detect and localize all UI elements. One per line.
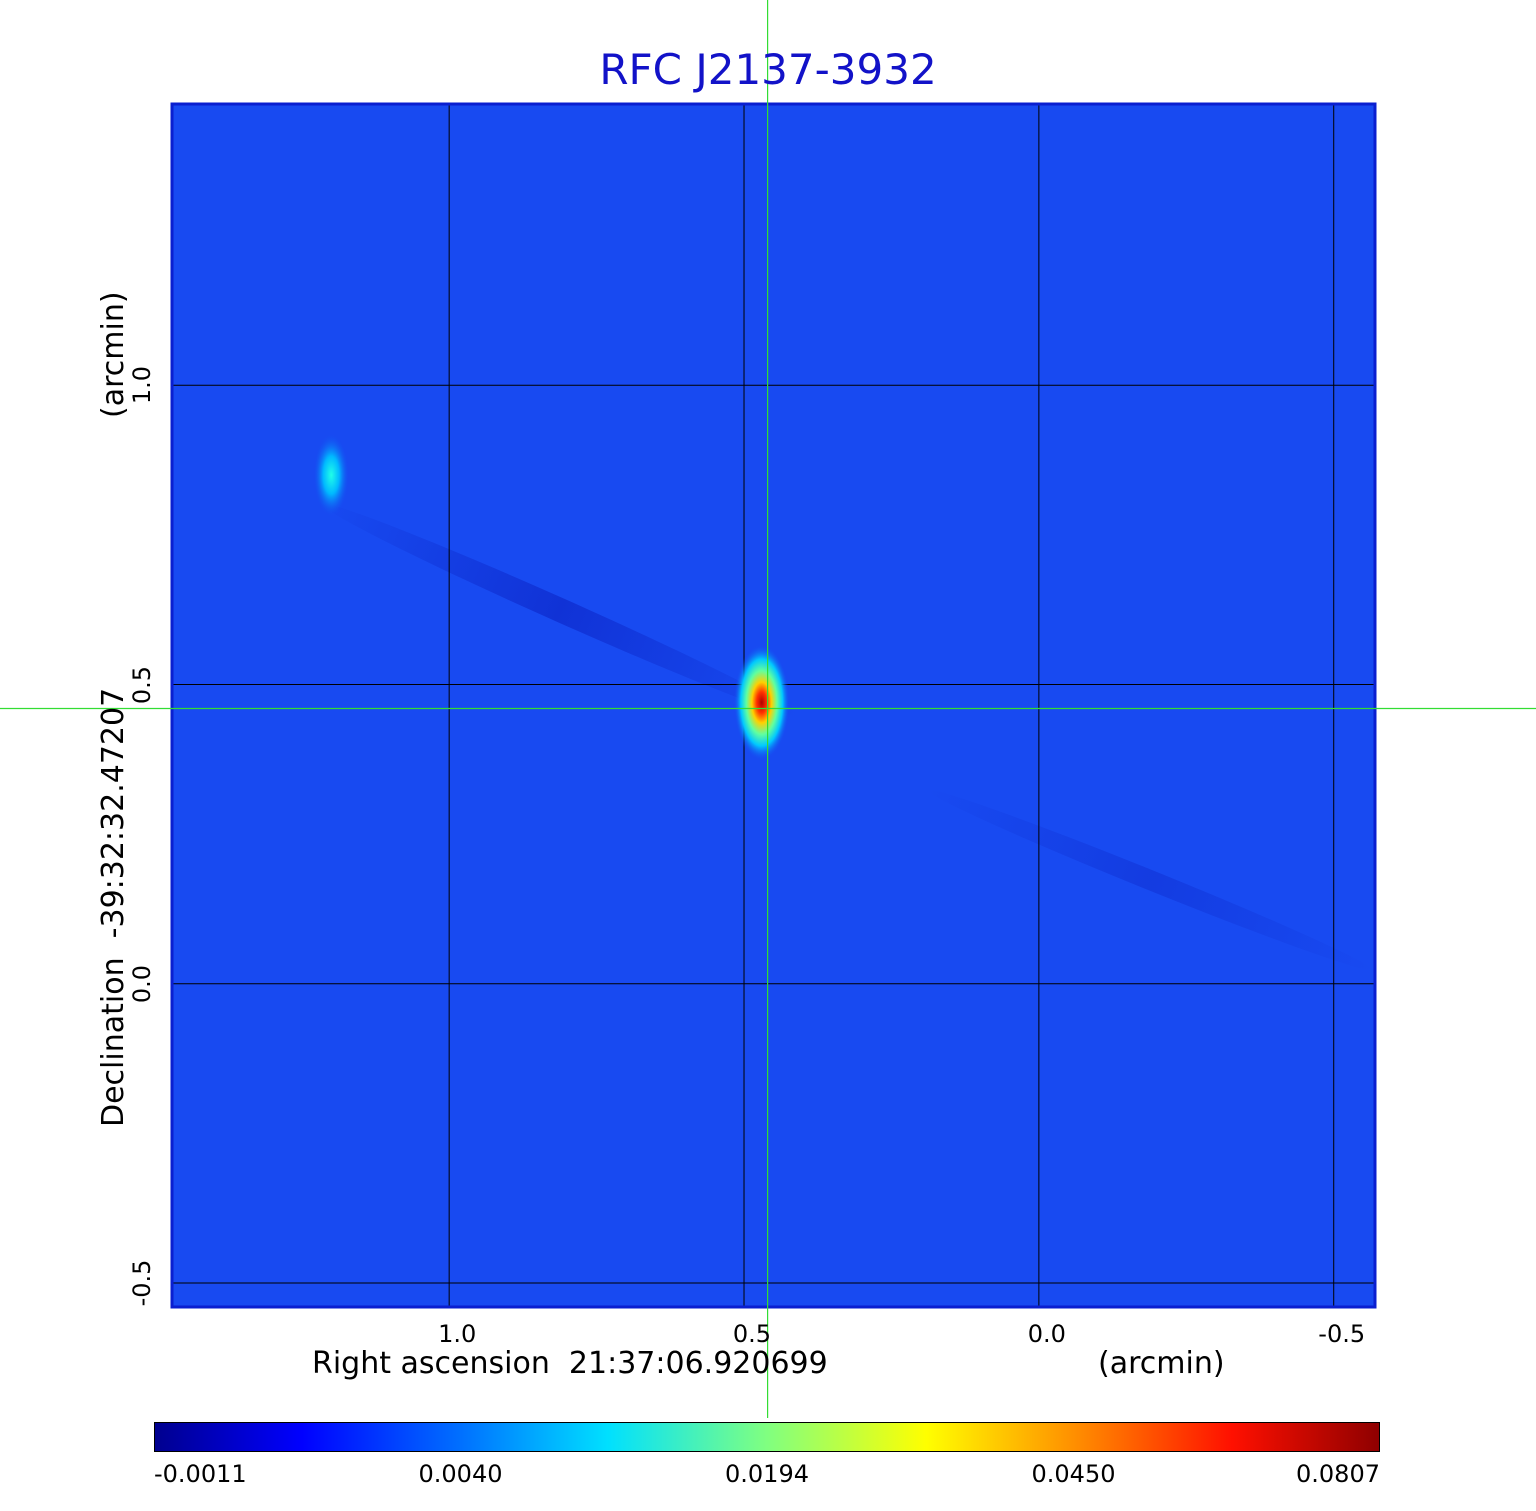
- y-tick-label: 0.5: [128, 665, 156, 704]
- source-main: [733, 644, 790, 761]
- sources-layer: [313, 433, 790, 761]
- y-axis-unit: (arcmin): [96, 291, 131, 418]
- sidelobe-streak: [322, 503, 798, 717]
- y-tick-label: 1.0: [128, 366, 156, 405]
- x-axis-label: Right ascension 21:37:06.920699: [312, 1346, 828, 1381]
- colorbar: [154, 1422, 1380, 1452]
- crosshair-layer: [0, 0, 1536, 1418]
- x-tick-label: 1.0: [438, 1320, 477, 1348]
- colorbar-tick-label: 0.0450: [1031, 1460, 1116, 1488]
- x-tick-label: 0.0: [1027, 1320, 1066, 1348]
- colorbar-tick-label: 0.0194: [725, 1460, 809, 1488]
- source-secondary: [313, 433, 350, 518]
- chart-title: RFC J2137-3932: [599, 45, 937, 94]
- x-axis-unit: (arcmin): [1098, 1346, 1225, 1381]
- colorbar-tick-label: -0.0011: [154, 1460, 247, 1488]
- colorbar-tick-label: 0.0807: [1296, 1460, 1380, 1488]
- y-tick-label: -0.5: [128, 1259, 156, 1307]
- x-tick-label: -0.5: [1318, 1320, 1366, 1348]
- y-axis-label: Declination -39:32:32.47207: [96, 687, 131, 1127]
- colorbar-tick-label: 0.0040: [418, 1460, 503, 1488]
- x-tick-label: 0.5: [732, 1320, 772, 1348]
- plot-frame: [170, 102, 1377, 1309]
- y-tick-label: 0.0: [128, 964, 156, 1003]
